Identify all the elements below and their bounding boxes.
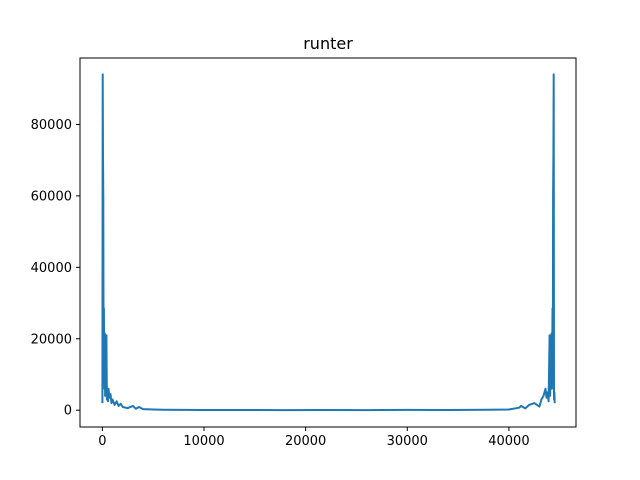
plot-layer <box>101 73 556 412</box>
y-tick-label: 0 <box>64 404 72 419</box>
axes-frame <box>79 57 577 428</box>
x-tick-label: 0 <box>98 434 106 449</box>
y-tick-label: 80000 <box>31 118 72 133</box>
chart-title: runter <box>303 34 353 53</box>
x-tick-label: 20000 <box>285 434 326 449</box>
y-tick-label: 60000 <box>31 189 72 204</box>
y-tick-label: 40000 <box>31 261 72 276</box>
x-tick-label: 10000 <box>183 434 224 449</box>
series-line-0 <box>101 73 556 412</box>
x-tick-label: 40000 <box>488 434 529 449</box>
x-axis: 0 10000 20000 30000 40000 <box>98 427 530 449</box>
x-tick-label: 30000 <box>387 434 428 449</box>
y-tick-label: 20000 <box>31 332 72 347</box>
y-axis: 0 20000 40000 60000 80000 <box>31 118 80 419</box>
